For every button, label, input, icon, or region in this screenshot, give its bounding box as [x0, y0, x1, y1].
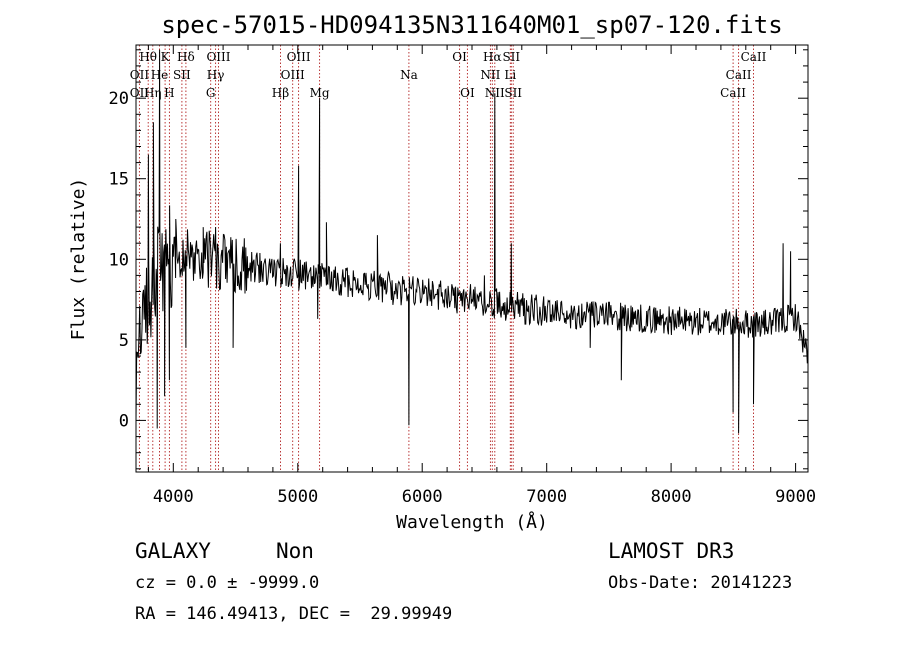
- line-label-25: CaII: [741, 50, 767, 64]
- line-label-18: OI: [460, 86, 475, 100]
- y-tick-label-4: 20: [109, 89, 129, 109]
- y-tick-label-3: 15: [109, 170, 129, 190]
- line-label-23: NII: [485, 86, 505, 100]
- line-label-9: OIII: [206, 50, 230, 64]
- line-label-10: Hγ: [207, 68, 225, 82]
- y-tick-label-1: 5: [119, 331, 129, 351]
- x-tick-label-5: 9000: [775, 487, 816, 507]
- line-label-14: OIII: [281, 68, 305, 82]
- object-subclass: Non: [276, 539, 314, 563]
- line-label-17: OI: [452, 50, 467, 64]
- line-label-5: K: [161, 50, 171, 64]
- line-label-20: SII: [502, 50, 520, 64]
- line-label-12: Hβ: [272, 86, 289, 100]
- spectrum-line: [135, 49, 809, 434]
- line-label-24: SII: [504, 86, 522, 100]
- y-tick-label-2: 10: [109, 250, 129, 270]
- object-class: GALAXY: [135, 539, 211, 563]
- line-label-6: H: [164, 86, 174, 100]
- coordinates-readout: RA = 146.49413, DEC = 29.99949: [135, 604, 452, 624]
- line-label-1: OII: [130, 86, 150, 100]
- line-label-13: OIII: [287, 50, 311, 64]
- line-label-21: NII: [480, 68, 500, 82]
- x-tick-label-1: 5000: [277, 487, 318, 507]
- line-label-7: Hδ: [177, 50, 195, 64]
- y-tick-label-0: 0: [119, 411, 129, 431]
- observation-date: Obs-Date: 20141223: [608, 573, 792, 593]
- line-label-2: Hθ: [139, 50, 157, 64]
- y-axis-label: Flux (relative): [68, 178, 89, 341]
- chart-title: spec-57015-HD094135N311640M01_sp07-120.f…: [161, 11, 782, 39]
- line-label-27: CaII: [720, 86, 746, 100]
- line-label-8: SII: [173, 68, 191, 82]
- survey-name: LAMOST DR3: [608, 539, 734, 563]
- line-label-0: OII: [130, 68, 150, 82]
- line-label-16: Na: [400, 68, 418, 82]
- spectrum-layer: [135, 49, 809, 434]
- axis-tick-layer: 4000 5000 6000 7000 8000 9000 0 5 10 15 20: [109, 45, 816, 507]
- line-label-26: CaII: [726, 68, 752, 82]
- line-label-22: Li: [504, 68, 516, 82]
- line-label-3: Hη: [144, 86, 162, 100]
- line-label-15: Mg: [310, 86, 330, 100]
- x-tick-label-3: 7000: [526, 487, 567, 507]
- line-label-11: G: [206, 86, 216, 100]
- x-tick-label-2: 6000: [402, 487, 443, 507]
- x-tick-label-4: 8000: [651, 487, 692, 507]
- redshift-readout: cz = 0.0 ± -9999.0: [135, 573, 319, 593]
- line-label-19: Hα: [483, 50, 502, 64]
- x-tick-label-0: 4000: [153, 487, 194, 507]
- x-axis-label: Wavelength (Å): [396, 511, 548, 533]
